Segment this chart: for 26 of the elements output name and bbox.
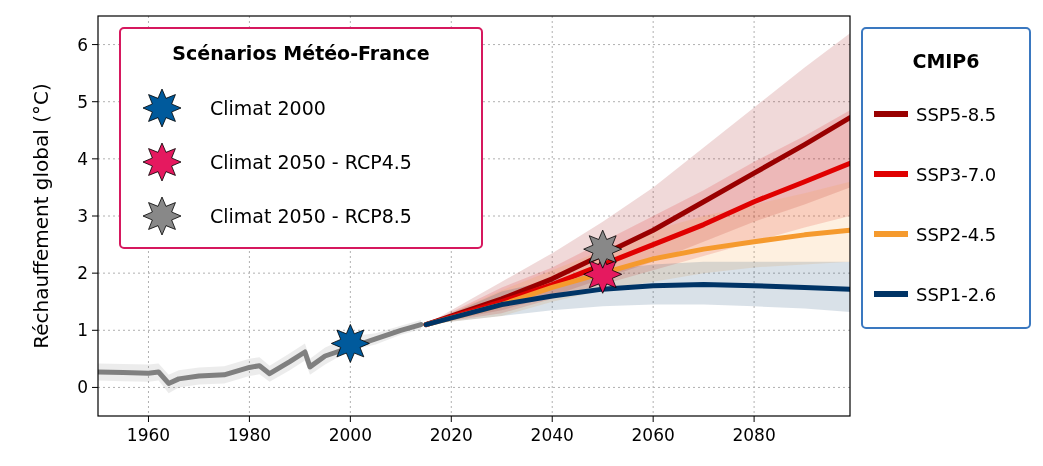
x-tick-label: 1960 xyxy=(126,425,171,445)
legend-label: SSP1-2.6 xyxy=(916,284,997,305)
y-tick-label: 5 xyxy=(77,91,88,112)
x-tick-label: 2080 xyxy=(732,425,776,445)
legend-label: SSP2-4.5 xyxy=(916,224,997,245)
point xyxy=(330,324,370,363)
x-tick-label: 2040 xyxy=(530,425,574,445)
y-tick-label: 1 xyxy=(77,320,88,341)
point xyxy=(583,229,623,269)
x-tick-label: 2000 xyxy=(328,425,372,445)
x-tick-label: 2060 xyxy=(631,425,675,445)
x-tick-label: 1980 xyxy=(227,425,272,445)
text: CMIP6 xyxy=(912,50,980,72)
legend-label: SSP5-8.5 xyxy=(916,104,997,125)
y-tick-label: 0 xyxy=(77,377,88,398)
y-tick-label: 3 xyxy=(77,206,88,226)
x-tick-label: 2020 xyxy=(429,425,473,445)
legend-title: Scénarios Météo-France xyxy=(172,42,430,64)
y-tick-label: 6 xyxy=(77,34,88,55)
legend-label: Climat 2050 - RCP8.5 xyxy=(210,205,412,227)
legend-label: Climat 2000 xyxy=(210,97,326,119)
y-axis-title: Réchauffement global (°C) xyxy=(29,83,53,349)
y-tick-label: 4 xyxy=(77,148,88,169)
legend-label: SSP3-7.0 xyxy=(916,164,997,185)
y-tick-label: 2 xyxy=(77,263,88,284)
legend-label: Climat 2050 - RCP4.5 xyxy=(210,151,412,173)
